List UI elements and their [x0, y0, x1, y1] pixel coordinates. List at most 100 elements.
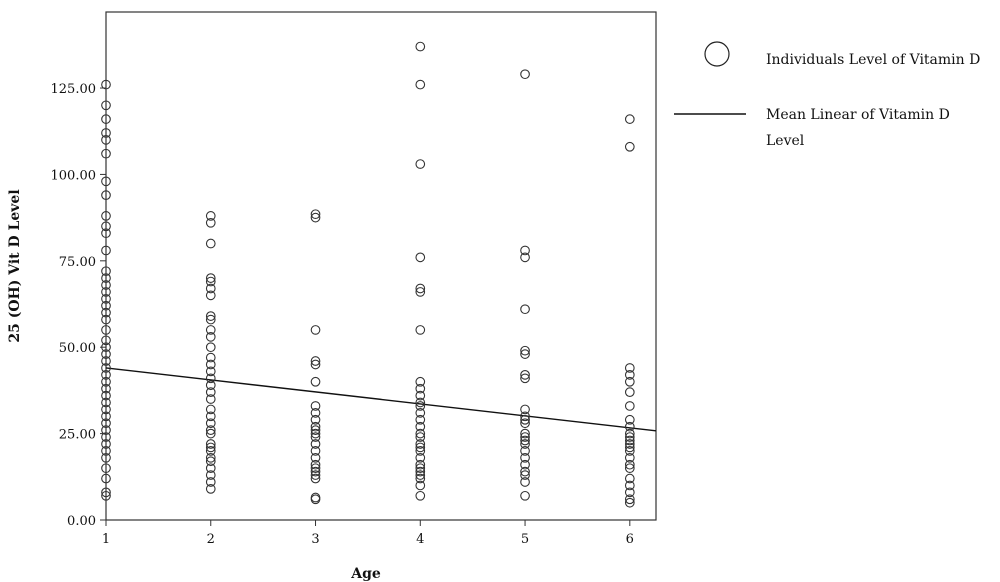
data-point	[415, 439, 426, 449]
data-point	[310, 376, 321, 387]
data-point	[520, 459, 530, 470]
data-point	[520, 452, 530, 463]
data-point	[205, 439, 216, 449]
data-point	[310, 359, 321, 370]
data-point	[415, 473, 426, 484]
data-point	[101, 446, 111, 456]
data-point	[101, 176, 111, 187]
data-point	[205, 484, 216, 494]
data-point	[520, 411, 530, 422]
data-point	[624, 442, 635, 453]
data-point	[101, 280, 111, 290]
data-point	[415, 41, 426, 52]
data-point	[624, 387, 635, 397]
data-point	[624, 370, 635, 380]
data-point	[415, 432, 426, 442]
legend-marker-icon	[704, 41, 730, 67]
data-point	[415, 397, 426, 408]
data-point	[205, 425, 216, 435]
data-point	[415, 283, 426, 294]
data-point	[624, 463, 635, 474]
legend-points-label: Individuals Level of Vitamin D	[766, 52, 980, 68]
data-point	[520, 404, 530, 415]
data-point	[205, 446, 216, 456]
legend-line-label-1: Mean Linear of Vitamin D	[766, 107, 950, 123]
data-point	[415, 408, 426, 418]
data-point	[310, 466, 321, 477]
data-point	[520, 428, 530, 439]
data-point	[520, 349, 530, 359]
data-point	[101, 287, 111, 297]
data-point	[415, 442, 426, 453]
data-point	[205, 325, 216, 335]
data-point	[205, 411, 216, 422]
data-point	[520, 418, 530, 429]
data-point	[310, 209, 321, 220]
data-point	[415, 252, 426, 263]
y-tick-label: 125.00	[51, 82, 97, 97]
data-point	[520, 370, 530, 380]
data-point	[415, 421, 426, 432]
data-point	[101, 245, 111, 256]
data-point	[101, 325, 111, 335]
data-point	[415, 390, 426, 401]
data-point	[624, 414, 635, 425]
data-point	[310, 473, 321, 484]
data-point	[310, 446, 321, 456]
data-point	[101, 418, 111, 429]
data-point	[310, 212, 321, 223]
data-point	[101, 383, 111, 394]
data-point	[205, 373, 216, 384]
data-point	[205, 359, 216, 370]
x-axis: 1 2 3 4 5 6	[102, 520, 634, 547]
data-point	[101, 128, 111, 138]
data-point	[101, 490, 111, 501]
data-point	[101, 342, 111, 353]
data-point	[520, 435, 530, 446]
y-tick-label: 75.00	[59, 255, 96, 270]
data-point	[101, 221, 111, 232]
data-point	[415, 446, 426, 456]
data-point	[101, 273, 111, 283]
data-point	[520, 69, 530, 80]
data-point	[101, 293, 111, 304]
y-tick-label: 50.00	[59, 341, 96, 356]
data-point	[310, 470, 321, 480]
data-point	[310, 459, 321, 470]
data-point	[205, 452, 216, 463]
data-point	[101, 356, 111, 366]
data-point	[520, 245, 530, 256]
data-point	[101, 307, 111, 318]
data-point	[101, 439, 111, 449]
data-point	[624, 480, 635, 491]
data-point	[101, 100, 111, 111]
data-point	[101, 190, 111, 201]
data-point	[101, 135, 111, 145]
data-point	[624, 473, 635, 484]
data-point	[624, 487, 635, 498]
legend: Individuals Level of Vitamin D Mean Line…	[674, 41, 980, 149]
y-axis-title: 25 (OH) Vit D Level	[7, 189, 23, 342]
data-point	[624, 432, 635, 442]
data-point	[101, 349, 111, 359]
data-point	[205, 394, 216, 404]
data-point	[101, 425, 111, 435]
data-point	[101, 148, 111, 159]
data-point	[101, 335, 111, 346]
data-point	[101, 404, 111, 415]
data-point	[205, 442, 216, 453]
data-point	[415, 79, 426, 90]
data-point	[205, 342, 216, 353]
data-point	[624, 376, 635, 387]
data-point	[101, 376, 111, 387]
y-axis: 0.00 25.00 50.00 75.00 100.00 125.00	[51, 82, 106, 529]
data-point	[624, 401, 635, 411]
trend-line	[105, 367, 657, 432]
x-tick-label: 6	[626, 532, 634, 547]
y-tick-label: 100.00	[51, 168, 97, 183]
data-point	[101, 363, 111, 373]
data-point	[101, 487, 111, 498]
x-tick-label: 4	[416, 532, 424, 547]
data-point	[101, 266, 111, 277]
